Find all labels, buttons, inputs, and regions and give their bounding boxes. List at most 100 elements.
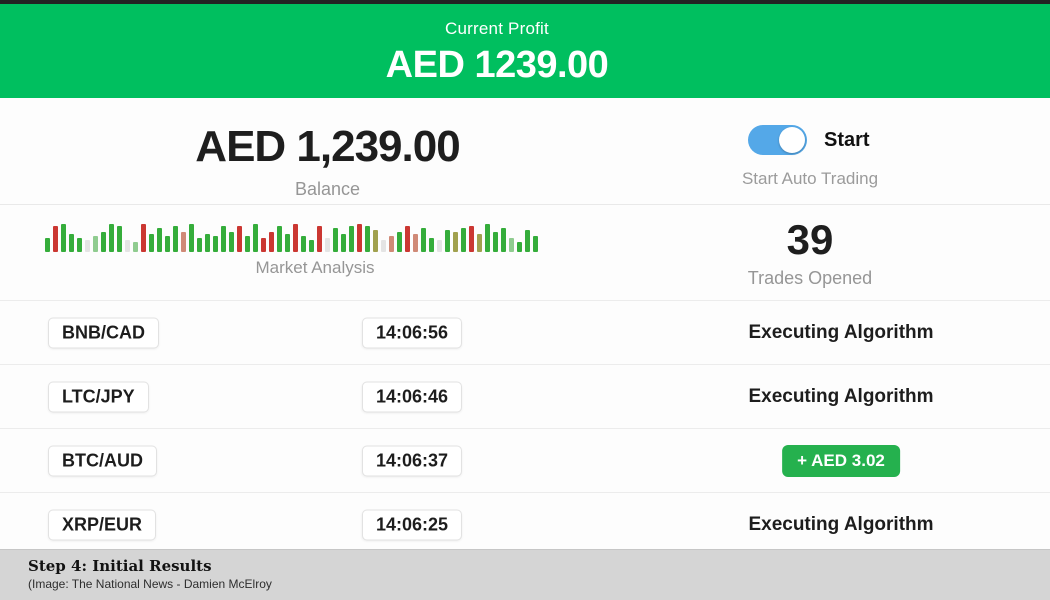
market-bar	[125, 240, 130, 252]
market-bar	[293, 224, 298, 252]
balance-label: Balance	[294, 179, 361, 199]
market-bar	[197, 238, 202, 252]
market-bar	[389, 236, 394, 252]
market-bar	[141, 224, 146, 252]
trades-opened-count: 39	[786, 216, 834, 263]
trades-opened-label: Trades Opened	[747, 268, 873, 288]
auto-trading-block: Start Start Auto Trading	[700, 98, 920, 189]
market-bar	[381, 240, 386, 252]
table-row: BTC/AUD 14:06:37 + AED 3.02	[0, 428, 1050, 492]
market-bar	[301, 236, 306, 252]
trades-table: BNB/CAD 14:06:56 Executing Algorithm LTC…	[0, 300, 1050, 556]
market-bar	[333, 228, 338, 252]
profit-banner-label: Current Profit	[445, 19, 549, 38]
market-analysis-label: Market Analysis	[255, 258, 375, 277]
market-bar	[509, 238, 514, 252]
market-bar	[285, 234, 290, 252]
window-top-strip	[0, 0, 1050, 4]
market-bar	[213, 236, 218, 252]
market-bar	[189, 224, 194, 252]
trade-status: Executing Algorithm	[748, 513, 934, 535]
market-analysis-section: Market Analysis 39 Trades Opened	[0, 206, 1050, 300]
market-bar	[501, 228, 506, 252]
market-bar	[101, 232, 106, 252]
market-bar	[277, 226, 282, 252]
market-bar	[165, 236, 170, 252]
pair-badge: BNB/CAD	[48, 317, 159, 348]
market-bar	[357, 224, 362, 252]
table-row: BNB/CAD 14:06:56 Executing Algorithm	[0, 300, 1050, 364]
market-bar	[325, 238, 330, 252]
market-bar	[397, 232, 402, 252]
market-bar	[117, 226, 122, 252]
balance-amount: AED 1,239.00	[195, 122, 460, 171]
market-bar	[69, 234, 74, 252]
market-bar	[477, 234, 482, 252]
pair-badge: BTC/AUD	[48, 445, 157, 476]
market-bar	[229, 232, 234, 252]
market-bar	[437, 240, 442, 252]
market-bar	[317, 226, 322, 252]
pair-badge: XRP/EUR	[48, 509, 157, 540]
market-bar	[349, 226, 354, 252]
market-bar	[405, 226, 410, 252]
market-bar	[61, 224, 66, 252]
market-analysis-bars	[45, 224, 538, 252]
trade-status: Executing Algorithm	[748, 321, 934, 343]
market-bar	[173, 226, 178, 252]
market-bar	[421, 228, 426, 252]
market-bar	[453, 232, 458, 252]
market-bar	[485, 224, 490, 252]
market-bar	[261, 238, 266, 252]
market-bar	[373, 230, 378, 252]
caption-credit: (Image: The National News - Damien McElr…	[28, 577, 272, 591]
market-bar	[77, 238, 82, 252]
market-bar	[365, 226, 370, 252]
market-bar	[413, 234, 418, 252]
market-bar	[237, 226, 242, 252]
balance-block: AED 1,239.00 Balance	[0, 98, 655, 200]
market-bar	[93, 236, 98, 252]
pair-badge: LTC/JPY	[48, 381, 149, 412]
balance-section: AED 1,239.00 Balance Start Start Auto Tr…	[0, 98, 1050, 205]
table-row: XRP/EUR 14:06:25 Executing Algorithm	[0, 492, 1050, 556]
market-bar	[53, 226, 58, 252]
toggle-knob-icon	[779, 127, 805, 153]
market-bar	[461, 228, 466, 252]
caption-title: Step 4: Initial Results	[28, 557, 212, 575]
market-bar	[109, 224, 114, 252]
toggle-row: Start	[748, 125, 920, 155]
table-row: LTC/JPY 14:06:46 Executing Algorithm	[0, 364, 1050, 428]
market-bar	[245, 236, 250, 252]
market-bar	[429, 238, 434, 252]
market-bar	[205, 234, 210, 252]
market-bar	[45, 238, 50, 252]
market-bar	[133, 242, 138, 252]
market-bar	[157, 228, 162, 252]
market-bar	[517, 242, 522, 252]
market-bar	[445, 230, 450, 252]
trades-opened-block: 39 Trades Opened	[700, 206, 920, 289]
market-bar	[253, 224, 258, 252]
profit-banner: Current Profit AED 1239.00	[0, 4, 1050, 98]
market-bar	[221, 226, 226, 252]
profit-badge: + AED 3.02	[782, 444, 900, 477]
market-bar	[533, 236, 538, 252]
market-bar	[269, 232, 274, 252]
time-badge: 14:06:56	[361, 317, 463, 348]
market-bar	[493, 232, 498, 252]
time-badge: 14:06:25	[361, 509, 463, 540]
market-bar	[309, 240, 314, 252]
time-badge: 14:06:46	[361, 381, 463, 412]
market-bar	[525, 230, 530, 252]
market-bar	[149, 234, 154, 252]
market-bar	[181, 232, 186, 252]
toggle-label: Start	[824, 128, 870, 151]
auto-trading-caption: Start Auto Trading	[741, 169, 879, 188]
image-caption-bar: Step 4: Initial Results (Image: The Nati…	[0, 549, 1050, 600]
trade-status: Executing Algorithm	[748, 385, 934, 407]
market-bar	[341, 234, 346, 252]
market-bar	[469, 226, 474, 252]
auto-trading-toggle[interactable]	[748, 125, 807, 155]
